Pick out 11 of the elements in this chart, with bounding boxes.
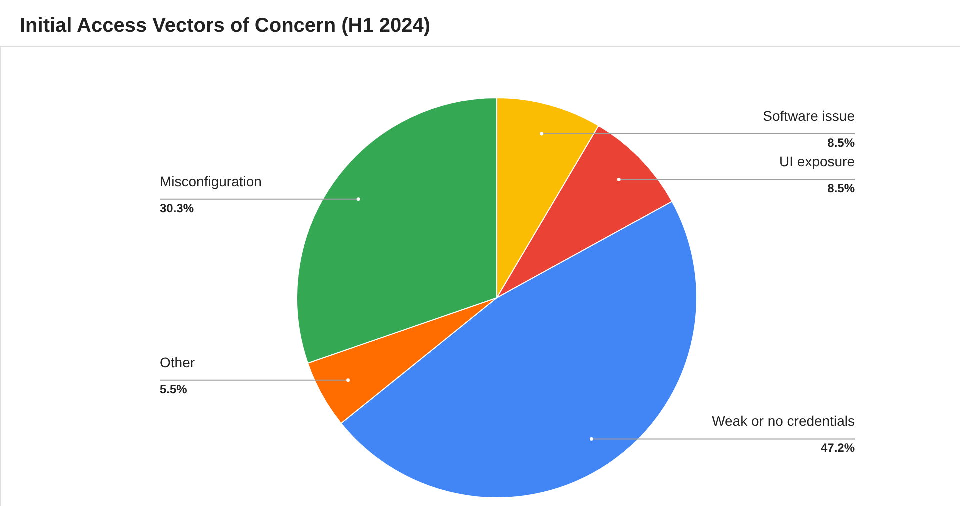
data-label: 8.5% [828, 182, 856, 196]
slice-label: Software issue [763, 108, 856, 124]
slice-label: Weak or no credentials [712, 413, 855, 430]
data-label: 5.5% [160, 382, 188, 396]
slice-label: Misconfiguration [160, 173, 262, 190]
data-label: 30.3% [160, 201, 194, 216]
chart-title: Initial Access Vectors of Concern (H1 2024) [20, 15, 431, 37]
slice-label: Other [160, 354, 196, 370]
slice-label: UI exposure [780, 154, 856, 170]
data-label: 47.2% [820, 441, 856, 456]
data-label: 8.5% [828, 136, 856, 150]
